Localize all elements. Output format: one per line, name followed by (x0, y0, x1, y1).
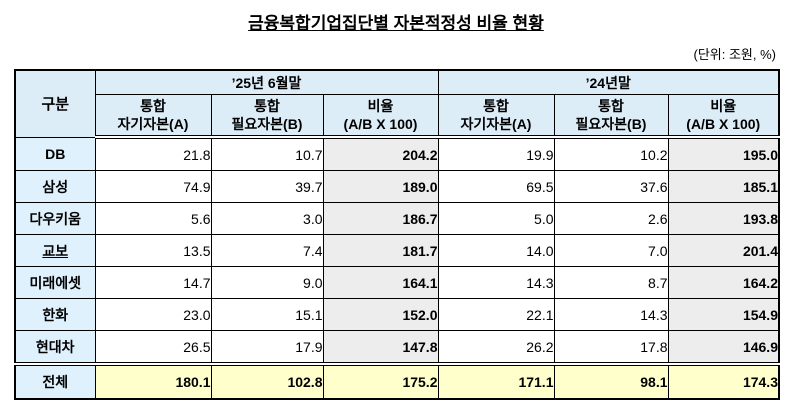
cell-2024-ratio: 174.3 (667, 362, 780, 400)
cell-2025-ratio: 181.7 (322, 234, 439, 267)
cell-2025-equity: 21.8 (94, 136, 212, 171)
cell-2024-ratio: 185.1 (667, 170, 780, 203)
cell-2025-required: 15.1 (210, 298, 324, 331)
header-line2: 필요자본(B) (231, 116, 303, 132)
header-line2: 필요자본(B) (575, 116, 647, 132)
row-label: 전체 (14, 362, 96, 400)
cell-2025-required: 10.7 (210, 136, 324, 171)
cell-2025-required: 39.7 (210, 170, 324, 203)
column-header-2025-ratio: 비율 (A/B X 100) (322, 94, 439, 139)
cell-2024-equity: 26.2 (437, 330, 555, 365)
cell-2025-ratio: 164.1 (322, 266, 439, 299)
unit-note: (단위: 조원, %) (693, 47, 776, 62)
page-title: 금융복합기업집단별 자본적정성 비율 현황 (248, 14, 544, 33)
cell-2025-equity: 13.5 (94, 234, 212, 267)
cell-2024-equity: 69.5 (437, 170, 555, 203)
cell-2024-required: 8.7 (553, 266, 669, 299)
cell-2025-equity: 23.0 (94, 298, 212, 331)
cell-2024-ratio: 195.0 (667, 136, 780, 171)
column-header-2024-ratio: 비율 (A/B X 100) (667, 94, 780, 139)
header-line2: (A/B X 100) (343, 116, 418, 132)
cell-2025-required: 102.8 (210, 362, 324, 400)
cell-2024-required: 98.1 (553, 362, 669, 400)
cell-2024-equity: 5.0 (437, 202, 555, 235)
column-group-2025-june: ’25년 6월말 (94, 69, 439, 95)
cell-2024-required: 7.0 (553, 234, 669, 267)
cell-2024-required: 2.6 (553, 202, 669, 235)
cell-2025-ratio: 189.0 (322, 170, 439, 203)
column-group-2024-end: ’24년말 (437, 69, 780, 95)
table-row-hyundai-motor: 현대차 26.5 17.9 147.8 26.2 17.8 146.9 (14, 330, 780, 365)
row-label: 미래에셋 (14, 266, 96, 299)
cell-2024-ratio: 193.8 (667, 202, 780, 235)
cell-2025-ratio: 204.2 (322, 136, 439, 171)
row-label: 현대차 (14, 330, 96, 365)
cell-2025-ratio: 186.7 (322, 202, 439, 235)
cell-2025-equity: 74.9 (94, 170, 212, 203)
column-header-category: 구분 (14, 69, 96, 138)
header-line1: 비율 (710, 98, 737, 114)
table-row-daou-kiwoom: 다우키움 5.6 3.0 186.7 5.0 2.6 193.8 (14, 202, 780, 235)
cell-2025-equity: 180.1 (94, 362, 212, 400)
row-label: 다우키움 (14, 202, 96, 235)
cell-2024-equity: 14.0 (437, 234, 555, 267)
table-row-kyobo: 교보 13.5 7.4 181.7 14.0 7.0 201.4 (14, 234, 780, 267)
cell-2024-equity: 171.1 (437, 362, 555, 400)
table-row-samsung: 삼성 74.9 39.7 189.0 69.5 37.6 185.1 (14, 170, 780, 203)
header-line2: 자기자본(A) (117, 116, 189, 132)
header-line1: 통합 (483, 98, 509, 114)
cell-2025-required: 3.0 (210, 202, 324, 235)
table-row-hanwha: 한화 23.0 15.1 152.0 22.1 14.3 154.9 (14, 298, 780, 331)
cell-2024-equity: 14.3 (437, 266, 555, 299)
row-label: 삼성 (14, 170, 96, 203)
header-line2: (A/B X 100) (686, 116, 761, 132)
cell-2025-required: 7.4 (210, 234, 324, 267)
cell-2025-ratio: 175.2 (322, 362, 439, 400)
group-header-row: 구분 ’25년 6월말 ’24년말 (14, 69, 780, 138)
cell-2025-ratio: 147.8 (322, 330, 439, 365)
row-label: 한화 (14, 298, 96, 331)
cell-2025-required: 9.0 (210, 266, 324, 299)
cell-2025-ratio: 152.0 (322, 298, 439, 331)
header-line1: 통합 (254, 98, 280, 114)
cell-2024-required: 14.3 (553, 298, 669, 331)
cell-2024-required: 17.8 (553, 330, 669, 365)
cell-2024-equity: 19.9 (437, 136, 555, 171)
cell-2025-equity: 26.5 (94, 330, 212, 365)
cell-2024-required: 37.6 (553, 170, 669, 203)
header-line2: 자기자본(A) (460, 116, 532, 132)
row-label: DB (14, 136, 96, 171)
table-row-total: 전체 180.1 102.8 175.2 171.1 98.1 174.3 (14, 362, 780, 400)
cell-2024-ratio: 201.4 (667, 234, 780, 267)
cell-2024-equity: 22.1 (437, 298, 555, 331)
cell-2024-ratio: 154.9 (667, 298, 780, 331)
header-line1: 통합 (598, 98, 624, 114)
table-row-db: DB 21.8 10.7 204.2 19.9 10.2 195.0 (14, 136, 780, 171)
cell-2024-ratio: 146.9 (667, 330, 780, 365)
cell-2025-equity: 14.7 (94, 266, 212, 299)
row-label: 교보 (14, 234, 96, 267)
cell-2025-required: 17.9 (210, 330, 324, 365)
cell-2024-ratio: 164.2 (667, 266, 780, 299)
cell-2025-equity: 5.6 (94, 202, 212, 235)
cell-2024-required: 10.2 (553, 136, 669, 171)
header-line1: 통합 (140, 98, 166, 114)
table-row-mirae-asset: 미래에셋 14.7 9.0 164.1 14.3 8.7 164.2 (14, 266, 780, 299)
header-line1: 비율 (367, 98, 394, 114)
